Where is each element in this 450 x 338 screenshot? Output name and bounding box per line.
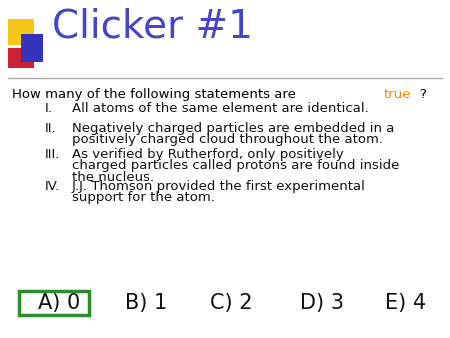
Text: How many of the following statements are: How many of the following statements are	[12, 88, 300, 101]
Text: E) 4: E) 4	[385, 293, 426, 313]
Bar	[21, 34, 43, 62]
Text: charged particles called protons are found inside: charged particles called protons are fou…	[72, 160, 400, 172]
Text: II.: II.	[45, 122, 57, 135]
Text: As verified by Rutherford, only positively: As verified by Rutherford, only positive…	[72, 148, 344, 161]
Text: J.J. Thomson provided the first experimental: J.J. Thomson provided the first experime…	[72, 180, 366, 193]
Text: III.: III.	[45, 148, 60, 161]
Text: Negatively charged particles are embedded in a: Negatively charged particles are embedde…	[72, 122, 394, 135]
Text: positively charged cloud throughout the atom.: positively charged cloud throughout the …	[72, 134, 383, 146]
Bar	[8, 19, 34, 45]
Text: ?: ?	[419, 88, 426, 101]
Text: C) 2: C) 2	[210, 293, 252, 313]
Text: the nucleus.: the nucleus.	[72, 171, 154, 184]
Text: true: true	[384, 88, 411, 101]
Text: IV.: IV.	[45, 180, 60, 193]
Text: D) 3: D) 3	[300, 293, 344, 313]
Bar	[8, 48, 34, 68]
Text: A) 0: A) 0	[38, 293, 80, 313]
Text: All atoms of the same element are identical.: All atoms of the same element are identi…	[72, 102, 369, 115]
Text: support for the atom.: support for the atom.	[72, 192, 215, 204]
Text: I.: I.	[45, 102, 53, 115]
Text: B) 1: B) 1	[125, 293, 167, 313]
Text: Clicker #1: Clicker #1	[52, 8, 253, 46]
